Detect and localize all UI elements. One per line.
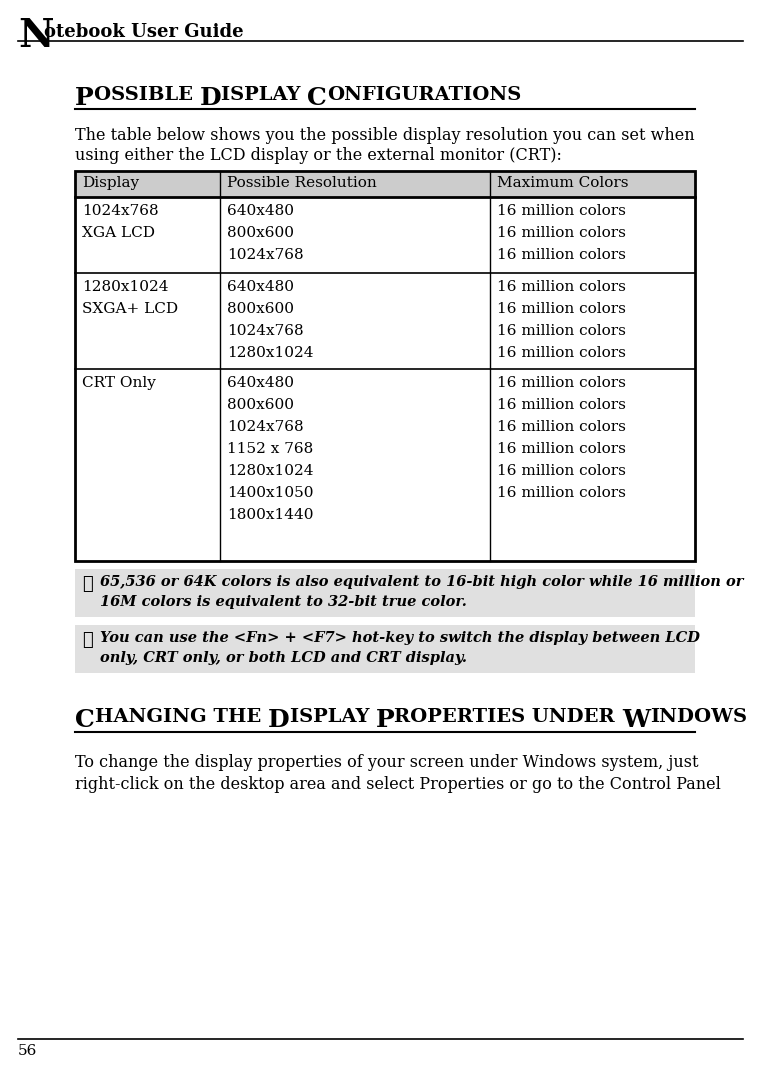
Text: OSSIBLE: OSSIBLE [94,86,199,104]
Text: 16 million colors: 16 million colors [497,248,626,262]
Text: 1800x1440: 1800x1440 [227,508,314,522]
Text: 640x480: 640x480 [227,279,294,293]
Text: 16 million colors: 16 million colors [497,486,626,500]
Text: 1024x768: 1024x768 [82,204,158,218]
Text: ROPERTIES UNDER: ROPERTIES UNDER [394,708,622,726]
Text: 1280x1024: 1280x1024 [227,464,314,478]
Text: ☞: ☞ [82,631,93,648]
Text: otebook User Guide: otebook User Guide [44,23,244,41]
Text: 640x480: 640x480 [227,204,294,218]
Text: Possible Resolution: Possible Resolution [227,176,377,190]
Text: 1400x1050: 1400x1050 [227,486,314,500]
Text: 16 million colors: 16 million colors [497,375,626,390]
Text: 16 million colors: 16 million colors [497,398,626,412]
Text: The table below shows you the possible display resolution you can set when: The table below shows you the possible d… [75,127,695,144]
Text: CRT Only: CRT Only [82,375,156,390]
Text: 1152 x 768: 1152 x 768 [227,442,314,456]
Text: You can use the <Fn> + <F7> hot-key to switch the display between LCD
only, CRT : You can use the <Fn> + <F7> hot-key to s… [100,631,700,665]
Text: 16 million colors: 16 million colors [497,279,626,293]
Text: SXGA+ LCD: SXGA+ LCD [82,302,178,316]
Text: 16 million colors: 16 million colors [497,442,626,456]
Text: 1280x1024: 1280x1024 [227,346,314,360]
Bar [75,569,695,617]
Text: ISPLAY: ISPLAY [221,86,307,104]
Text: HANGING THE: HANGING THE [95,708,268,726]
Text: Maximum Colors: Maximum Colors [497,176,629,190]
Text: 800x600: 800x600 [227,302,294,316]
Text: D: D [268,708,289,732]
Bar [75,170,695,561]
Text: 1024x768: 1024x768 [227,324,304,338]
Text: 1024x768: 1024x768 [227,420,304,434]
Text: 640x480: 640x480 [227,375,294,390]
Text: D: D [199,86,221,110]
Text: C: C [75,708,95,732]
Text: right-click on the desktop area and select Properties or go to the Control Panel: right-click on the desktop area and sele… [75,776,721,793]
Text: 16 million colors: 16 million colors [497,346,626,360]
Bar [75,170,695,561]
Text: P: P [75,86,94,110]
Text: 56: 56 [18,1044,37,1058]
Text: C: C [307,86,327,110]
Text: ISPLAY: ISPLAY [289,708,376,726]
Text: Display: Display [82,176,139,190]
Text: using either the LCD display or the external monitor (CRT):: using either the LCD display or the exte… [75,147,562,164]
Text: 1280x1024: 1280x1024 [82,279,168,293]
Text: 800x600: 800x600 [227,226,294,240]
Text: XGA LCD: XGA LCD [82,226,155,240]
Text: 16 million colors: 16 million colors [497,204,626,218]
Text: INDOWS: INDOWS [650,708,747,726]
Bar [75,625,695,673]
Text: 16 million colors: 16 million colors [497,420,626,434]
Text: 16 million colors: 16 million colors [497,464,626,478]
Text: 800x600: 800x600 [227,398,294,412]
Text: ONFIGURATIONS: ONFIGURATIONS [327,86,521,104]
Text: 16 million colors: 16 million colors [497,302,626,316]
Text: 16 million colors: 16 million colors [497,226,626,240]
Text: 1024x768: 1024x768 [227,248,304,262]
Text: 16 million colors: 16 million colors [497,324,626,338]
Text: W: W [622,708,650,732]
Bar [75,170,695,197]
Text: P: P [376,708,394,732]
Text: N: N [18,17,53,55]
Text: To change the display properties of your screen under Windows system, just: To change the display properties of your… [75,754,699,771]
Text: 65,536 or 64K colors is also equivalent to 16-bit high color while 16 million or: 65,536 or 64K colors is also equivalent … [100,575,743,609]
Text: ☞: ☞ [82,575,93,593]
